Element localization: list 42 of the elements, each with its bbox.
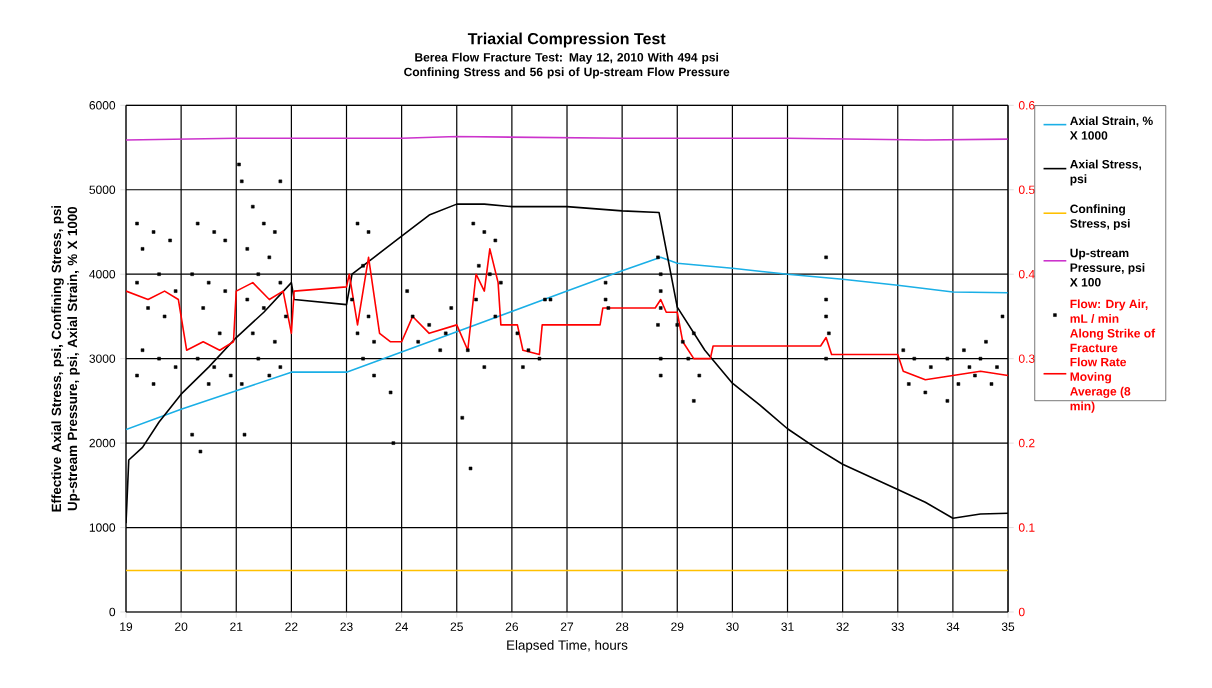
x-tick-label: 19: [120, 622, 133, 631]
y-tick-label: 5000: [89, 185, 116, 195]
x-tick-label: 23: [340, 622, 353, 631]
x-tick-label: 26: [505, 622, 519, 631]
x-tick-label: 22: [285, 622, 298, 631]
x-tick-label: 30: [726, 622, 739, 631]
y2-tick-label: 0.2: [1018, 438, 1035, 448]
y-tick-label: 1000: [89, 523, 116, 532]
x-tick-label: 25: [450, 622, 463, 631]
y-tick-label: 0: [109, 607, 116, 617]
legend-label: Flow: Dry Air, mL / min Along Strike of Fracture: [1070, 299, 1156, 353]
chart-title: Triaxial Compression Test: [467, 32, 666, 48]
y2-tick-label: 0.6: [1018, 101, 1035, 110]
x-tick-label: 21: [230, 622, 243, 631]
y2-tick-label: 0.1: [1018, 523, 1035, 532]
legend-label: Axial Strain, % X 1000: [1069, 116, 1153, 140]
x-tick-label: 24: [395, 622, 408, 631]
y2-tick-label: 0.5: [1018, 185, 1035, 195]
y-tick-label: 6000: [89, 101, 116, 110]
y2-tick-label: 0.3: [1018, 354, 1035, 363]
x-tick-label: 31: [781, 622, 794, 631]
x-tick-label: 20: [175, 622, 188, 631]
x-tick-label: 35: [1001, 622, 1015, 631]
y-tick-label: 4000: [89, 269, 116, 279]
y2-tick-label: 0.4: [1018, 269, 1035, 279]
chart-subtitle: Berea Flow Fracture Test: May 12, 2010 With 494 psi Confining Stress and 56 psi of Up-stream Flow Pressure: [404, 52, 730, 79]
y2-tick-label: 0: [1018, 607, 1025, 617]
y-axis-title: Effective Axial Stress, psi, Confining Stress, psi Up-stream Pressure, psi, Axial Strain, % X 1000: [51, 205, 80, 512]
y-tick-label: 3000: [89, 354, 116, 363]
text: Flow Rate Moving Average (8 min): [1070, 357, 1131, 413]
legend-label: Axial Stress, psi: [1070, 159, 1141, 186]
x-axis-title: Elapsed Time, hours: [507, 640, 628, 653]
legend-label: Up-stream Pressure, psi X 100: [1069, 248, 1145, 287]
x-tick-label: 34: [946, 622, 960, 631]
legend-label: Confining Stress, psi: [1070, 204, 1130, 231]
x-tick-label: 32: [836, 622, 849, 631]
x-tick-label: 29: [671, 622, 684, 631]
line-series: [126, 248, 1009, 381]
x-tick-label: 28: [616, 622, 629, 631]
x-tick-label: 27: [560, 622, 574, 631]
y-tick-label: 2000: [89, 438, 116, 448]
x-tick-label: 33: [891, 622, 904, 631]
